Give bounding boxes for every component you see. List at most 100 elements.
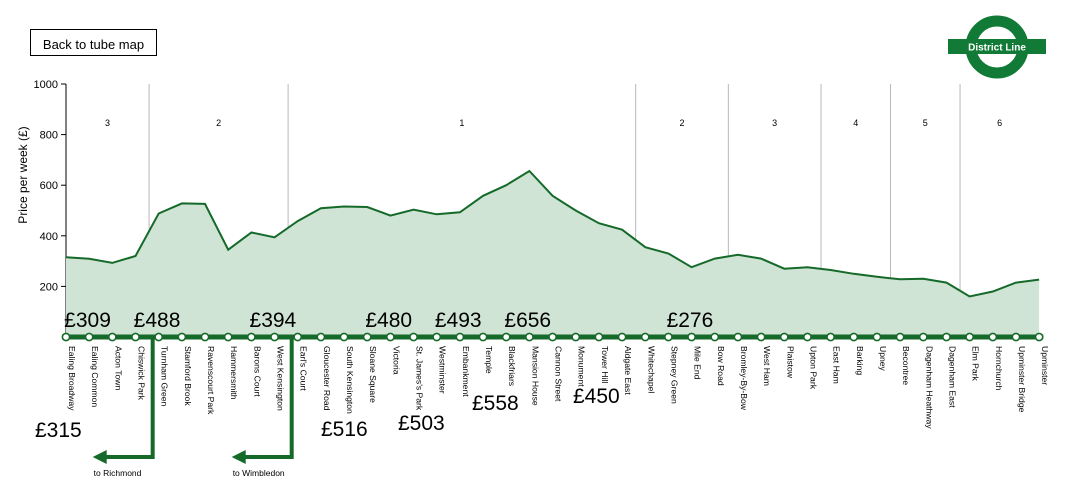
station-label: Cannon Street <box>554 346 564 402</box>
station-marker <box>154 332 164 342</box>
y-tick-label: 800 <box>40 130 58 142</box>
station-marker <box>803 332 812 342</box>
roundel-text: District Line <box>968 43 1026 54</box>
station-marker <box>1011 332 1021 342</box>
y-tick-label: 1000 <box>34 79 58 91</box>
station-marker <box>640 332 650 342</box>
price-label: £480 <box>365 309 412 332</box>
station-label: Monument <box>577 346 587 387</box>
station-marker <box>965 332 975 342</box>
station-marker <box>478 332 488 342</box>
station-label: Whitechapel <box>646 346 656 393</box>
zone-label: 4 <box>853 118 858 128</box>
station-label: Upminster Bridge <box>1017 346 1027 413</box>
station-marker <box>756 332 766 342</box>
station-marker <box>918 332 928 342</box>
station-label: Bromley-By-Bow <box>739 346 749 411</box>
station-marker <box>687 332 696 342</box>
station-marker <box>61 332 71 342</box>
price-label: £394 <box>250 309 297 332</box>
zone-label: 6 <box>997 118 1002 128</box>
station-label: West Kensington <box>276 346 286 411</box>
station-label: Blackfriars <box>507 346 517 386</box>
back-to-tube-map-button[interactable]: Back to tube map <box>30 29 157 56</box>
station-marker <box>293 332 303 342</box>
station-marker <box>548 332 557 342</box>
station-label: Sloane Square <box>368 346 378 403</box>
station-marker <box>339 332 349 342</box>
station-marker <box>223 332 233 342</box>
station-label: Gloucester Road <box>322 346 332 411</box>
zone-label: 3 <box>772 118 777 128</box>
station-label: Turnham Green <box>160 346 170 407</box>
station-label: South Kensington <box>345 346 355 414</box>
station-label: Temple <box>484 346 494 374</box>
station-marker <box>571 332 581 342</box>
station-label: Upton Park <box>808 346 818 390</box>
station-label: Becontree <box>901 346 911 385</box>
station-label: St. James's Park <box>415 346 425 411</box>
station-marker <box>316 332 326 342</box>
station-label: Ealing Broadway <box>67 346 77 411</box>
station-marker <box>942 332 951 342</box>
branch-label: to Richmond <box>94 468 142 478</box>
price-line <box>65 169 1040 298</box>
station-marker <box>664 332 673 342</box>
station-marker <box>710 332 720 342</box>
branch-label: to Wimbledon <box>233 468 285 478</box>
station-marker <box>1034 332 1044 342</box>
station-marker <box>988 332 998 342</box>
station-marker <box>84 332 94 342</box>
station-label: Ealing Common <box>90 346 100 407</box>
price-label: £656 <box>504 309 551 332</box>
station-marker <box>826 332 836 342</box>
station-label: Chiswick Park <box>137 346 147 401</box>
station-marker <box>455 332 465 342</box>
station-marker <box>501 332 511 342</box>
station-label: Westminster <box>438 346 448 394</box>
station-label: Hammersmith <box>229 346 239 400</box>
station-marker <box>779 332 789 342</box>
station-label: Bow Road <box>716 346 726 386</box>
station-label: Earl's Court <box>299 346 309 391</box>
station-label: Elm Park <box>971 346 981 382</box>
station-marker <box>617 332 627 342</box>
price-label: £488 <box>134 309 181 332</box>
y-axis-label: Price per week (£) <box>16 126 30 223</box>
station-marker <box>525 332 534 342</box>
station-label: Dagenham Heathway <box>924 346 934 429</box>
zone-label: 3 <box>105 118 110 128</box>
price-area <box>66 171 1040 337</box>
zone-label: 5 <box>923 118 928 128</box>
price-label: £516 <box>321 418 368 441</box>
station-label: Barons Court <box>252 346 262 397</box>
station-label: Aldgate East <box>623 346 633 395</box>
price-label: £450 <box>573 385 620 408</box>
station-marker <box>131 332 140 342</box>
station-label: West Ham <box>762 346 772 386</box>
station-marker <box>409 332 418 342</box>
station-marker <box>107 332 117 342</box>
zone-label: 2 <box>216 118 221 128</box>
station-label: Embankment <box>461 346 471 397</box>
station-marker <box>362 332 372 342</box>
station-marker <box>270 332 279 342</box>
station-label: Mile End <box>693 346 703 380</box>
station-label: Ravenscourt Park <box>206 346 216 415</box>
station-marker <box>895 332 905 342</box>
branch-arrow <box>231 450 246 464</box>
station-label: Tower Hill <box>600 346 610 383</box>
station-marker <box>733 332 743 342</box>
station-label: Upney <box>878 346 888 372</box>
y-tick-label: 600 <box>40 180 58 192</box>
price-label: £503 <box>398 412 445 435</box>
y-tick-label: 400 <box>40 231 58 243</box>
price-label: £276 <box>667 309 714 332</box>
station-marker <box>594 332 604 342</box>
roundel-bar <box>948 39 1046 54</box>
station-marker <box>246 332 256 342</box>
zone-label: 2 <box>679 118 684 128</box>
station-label: Upminster <box>1040 346 1050 385</box>
branch-arrow <box>92 450 107 464</box>
